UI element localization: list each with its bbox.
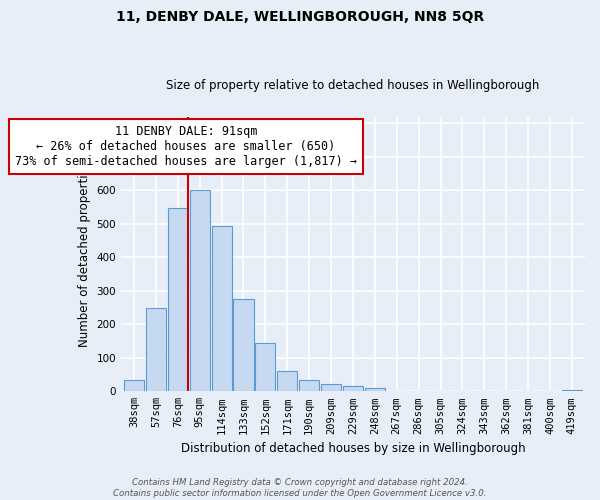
- Bar: [321, 384, 341, 392]
- Title: Size of property relative to detached houses in Wellingborough: Size of property relative to detached ho…: [166, 79, 539, 92]
- Bar: [124, 380, 144, 392]
- Y-axis label: Number of detached properties: Number of detached properties: [78, 161, 91, 347]
- Bar: [562, 390, 582, 392]
- Bar: [168, 208, 188, 392]
- Bar: [277, 371, 298, 392]
- Bar: [233, 298, 254, 392]
- Bar: [299, 380, 319, 392]
- Bar: [343, 386, 363, 392]
- Bar: [190, 190, 210, 392]
- Bar: [146, 308, 166, 392]
- Bar: [365, 388, 385, 392]
- Text: 11, DENBY DALE, WELLINGBOROUGH, NN8 5QR: 11, DENBY DALE, WELLINGBOROUGH, NN8 5QR: [116, 10, 484, 24]
- Text: 11 DENBY DALE: 91sqm
← 26% of detached houses are smaller (650)
73% of semi-deta: 11 DENBY DALE: 91sqm ← 26% of detached h…: [15, 125, 357, 168]
- Bar: [212, 226, 232, 392]
- X-axis label: Distribution of detached houses by size in Wellingborough: Distribution of detached houses by size …: [181, 442, 525, 455]
- Bar: [256, 343, 275, 392]
- Text: Contains HM Land Registry data © Crown copyright and database right 2024.
Contai: Contains HM Land Registry data © Crown c…: [113, 478, 487, 498]
